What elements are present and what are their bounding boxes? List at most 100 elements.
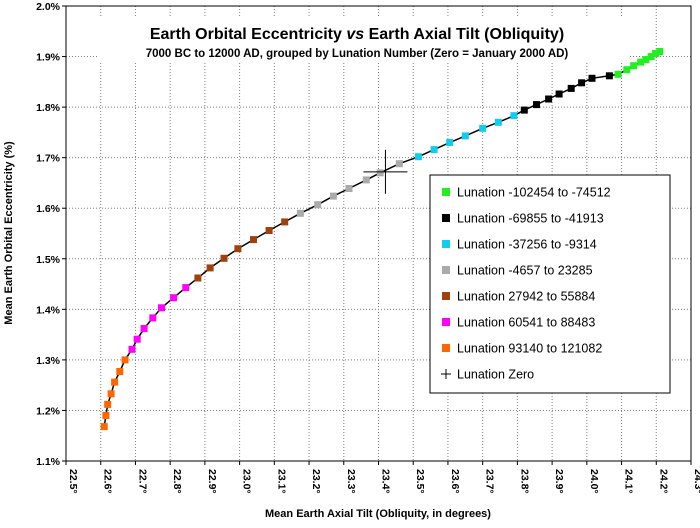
x-tick-label: 23.0° <box>241 469 253 494</box>
x-tick-label: 23.8° <box>518 469 530 494</box>
x-axis-title: Mean Earth Axial Tilt (Obliquity, in deg… <box>265 508 491 520</box>
legend-label: Lunation -102454 to -74512 <box>457 186 611 200</box>
x-tick-label: 24.2° <box>657 469 669 494</box>
y-tick-label: 1.9% <box>36 52 61 64</box>
x-tick-label: 22.7° <box>136 469 148 494</box>
x-tick-label: 23.5° <box>414 469 426 494</box>
data-point-series-0 <box>630 62 638 70</box>
data-point-series-3 <box>376 169 384 177</box>
data-point-series-6 <box>100 423 108 431</box>
chart-title: Earth Orbital Eccentricity vs Earth Axia… <box>150 26 564 43</box>
legend-swatch <box>442 240 450 248</box>
data-point-series-2 <box>446 139 454 146</box>
legend-label: Lunation 27942 to 55884 <box>457 290 595 304</box>
data-point-series-2 <box>461 132 469 140</box>
data-point-series-3 <box>362 176 370 184</box>
data-point-series-3 <box>296 209 304 217</box>
title-box <box>98 18 628 62</box>
data-point-series-0 <box>614 70 622 78</box>
x-tick-label: 24.3° <box>692 469 700 494</box>
legend-label: Lunation 60541 to 88483 <box>457 316 595 330</box>
data-point-series-6 <box>104 400 112 408</box>
x-tick-label: 23.3° <box>345 469 357 494</box>
data-point-series-5 <box>149 314 157 322</box>
y-tick-label: 1.1% <box>36 456 61 468</box>
data-point-series-1 <box>555 90 563 98</box>
data-point-series-2 <box>479 124 487 132</box>
legend-label: Lunation 93140 to 121082 <box>457 342 602 356</box>
data-point-series-4 <box>194 274 202 282</box>
data-point-series-1 <box>578 79 586 87</box>
legend-swatch <box>442 266 450 274</box>
data-point-series-0 <box>623 66 631 74</box>
data-markers <box>100 48 664 431</box>
x-tick-label: 22.8° <box>171 469 183 494</box>
data-point-series-6 <box>102 412 110 419</box>
legend-box <box>429 174 671 394</box>
legend-swatch <box>442 292 450 300</box>
data-point-series-5 <box>158 304 165 312</box>
y-tick-label: 1.3% <box>36 355 61 367</box>
x-tick-label: 23.4° <box>380 469 392 494</box>
data-point-series-1 <box>533 101 540 109</box>
chart-subtitle: 7000 BC to 12000 AD, grouped by Lunation… <box>146 48 569 60</box>
data-point-series-0 <box>642 56 650 64</box>
data-point-series-5 <box>182 284 190 292</box>
x-tick-label: 23.2° <box>310 469 322 494</box>
x-tick-label: 22.5° <box>67 469 79 494</box>
data-point-series-2 <box>430 146 438 154</box>
data-point-series-1 <box>520 106 528 114</box>
data-point-series-2 <box>494 118 502 126</box>
axis-ticks: 22.5° 22.6° 22.7° 22.8° 22.9° 23.0° 23.1° 23.2°… <box>36 1 700 494</box>
data-point-series-3 <box>314 201 322 209</box>
data-point-series-1 <box>605 72 613 80</box>
data-point-series-5 <box>170 294 178 302</box>
x-tick-label: 22.9° <box>206 469 218 494</box>
legend-label: Lunation -69855 to -41913 <box>457 212 604 226</box>
legend: Lunation -102454 to -74512 Lunation -6985… <box>429 174 671 394</box>
x-tick-label: 24.1° <box>623 469 635 494</box>
data-point-series-4 <box>281 218 289 226</box>
data-point-series-1 <box>588 74 596 82</box>
data-point-series-6 <box>111 378 119 386</box>
x-tick-label: 24.0° <box>588 469 600 494</box>
data-point-series-4 <box>220 254 228 262</box>
data-point-series-2 <box>510 112 518 120</box>
x-tick-label: 22.6° <box>102 469 114 494</box>
y-tick-label: 1.2% <box>36 405 61 417</box>
data-point-series-0 <box>637 58 645 66</box>
data-point-series-2 <box>414 153 422 161</box>
data-point-series-4 <box>250 236 257 244</box>
data-point-series-5 <box>128 345 136 353</box>
y-tick-label: 1.6% <box>36 203 61 215</box>
grid-lines <box>66 6 691 461</box>
legend-label: Lunation -37256 to -9314 <box>457 238 597 252</box>
data-point-series-0 <box>647 53 655 61</box>
data-point-series-6 <box>121 356 129 364</box>
legend-swatch <box>442 344 450 352</box>
data-point-series-1 <box>545 95 553 103</box>
x-tick-label: 23.7° <box>484 469 496 494</box>
y-tick-label: 1.8% <box>36 102 61 114</box>
y-tick-label: 1.7% <box>36 153 61 165</box>
y-tick-label: 1.5% <box>36 254 61 266</box>
legend-label: Lunation Zero <box>457 368 534 382</box>
y-axis-title: Mean Earth Orbital Eccentricity (%) <box>3 141 15 325</box>
data-point-series-0 <box>656 48 664 55</box>
legend-swatch <box>442 318 450 326</box>
data-point-series-4 <box>206 264 214 272</box>
y-tick-label: 1.4% <box>36 304 61 316</box>
x-tick-label: 23.6° <box>449 469 461 494</box>
data-point-series-3 <box>395 160 403 168</box>
data-point-series-1 <box>567 84 575 92</box>
legend-swatch <box>442 214 450 222</box>
data-point-series-0 <box>652 50 660 57</box>
y-tick-label: 2.0% <box>36 1 61 13</box>
data-point-series-5 <box>133 335 141 343</box>
legend-swatch <box>442 188 450 196</box>
x-tick-label: 23.9° <box>553 469 565 494</box>
legend-label: Lunation -4657 to 23285 <box>457 264 593 278</box>
data-point-series-4 <box>265 227 273 234</box>
data-point-series-4 <box>234 245 242 253</box>
